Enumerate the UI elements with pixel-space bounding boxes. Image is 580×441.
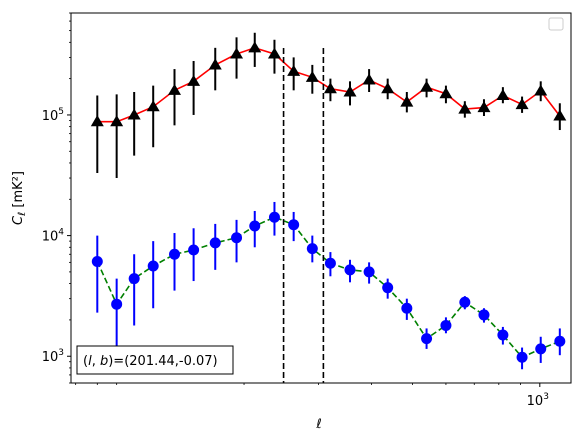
data-point — [553, 109, 567, 121]
data-point — [169, 248, 181, 260]
data-point — [288, 219, 300, 231]
data-point — [110, 115, 124, 127]
plot-frame — [70, 12, 572, 384]
data-point — [111, 298, 123, 310]
legend — [548, 17, 564, 31]
data-point — [381, 82, 395, 94]
x-axis-label: ℓ — [315, 417, 321, 432]
data-point — [554, 335, 566, 347]
series-layer — [90, 32, 567, 370]
data-point — [90, 115, 104, 127]
data-point — [362, 73, 376, 85]
data-point — [401, 302, 413, 314]
y-tick-label-exponent: 3 — [58, 348, 64, 358]
data-point — [516, 351, 528, 363]
data-point — [127, 108, 141, 120]
y-tick-label: 104 — [42, 228, 65, 245]
data-point — [147, 260, 159, 272]
data-point — [478, 309, 490, 321]
data-point — [324, 257, 336, 269]
data-point — [168, 83, 182, 95]
data-point — [534, 84, 548, 96]
data-point — [477, 101, 491, 113]
data-point — [323, 82, 337, 94]
data-point — [287, 64, 301, 76]
x-tick-label: 103 — [527, 392, 549, 409]
y-axis-label: Cℓ [mK²] — [11, 171, 28, 225]
data-point — [535, 343, 547, 355]
data-point — [306, 243, 318, 255]
data-point — [496, 88, 510, 101]
data-point — [459, 296, 471, 308]
data-point — [231, 232, 243, 244]
y-tick-label-exponent: 4 — [58, 228, 64, 238]
data-point — [421, 333, 433, 345]
series-line — [96, 216, 561, 359]
data-point — [344, 264, 356, 276]
legend-box — [548, 17, 564, 31]
series-1 — [91, 201, 566, 370]
data-point — [268, 211, 280, 223]
data-point — [382, 282, 394, 294]
annotation-text: (l, b)=(201.44,-0.07) — [83, 354, 218, 369]
data-point — [188, 244, 200, 256]
data-point — [249, 220, 261, 232]
y-tick-label: 103 — [42, 348, 64, 365]
data-point — [363, 266, 375, 278]
vline-layer — [282, 48, 325, 383]
data-point — [187, 74, 201, 86]
data-point — [146, 100, 160, 112]
data-point — [209, 237, 221, 249]
series-0 — [90, 32, 567, 179]
x-tick-label-exponent: 3 — [543, 392, 549, 402]
data-point — [343, 85, 357, 97]
y-tick-label-exponent: 5 — [58, 107, 64, 117]
data-point — [497, 329, 509, 341]
position-annotation: (l, b)=(201.44,-0.07) — [76, 345, 234, 375]
data-point — [440, 319, 452, 331]
data-point — [420, 80, 434, 92]
data-point — [248, 41, 262, 53]
tick-layer: 103 104 105 103 — [42, 12, 549, 409]
data-point — [458, 102, 472, 114]
annotation-box — [76, 345, 234, 375]
data-point — [208, 58, 222, 70]
y-tick-label: 105 — [42, 107, 64, 124]
data-point — [230, 47, 244, 59]
data-point — [128, 273, 140, 285]
data-point — [400, 95, 414, 107]
data-point — [305, 70, 319, 82]
data-point — [267, 47, 281, 59]
data-point — [439, 87, 453, 99]
data-point — [91, 255, 103, 267]
series-line — [97, 46, 561, 123]
data-point — [515, 98, 529, 110]
